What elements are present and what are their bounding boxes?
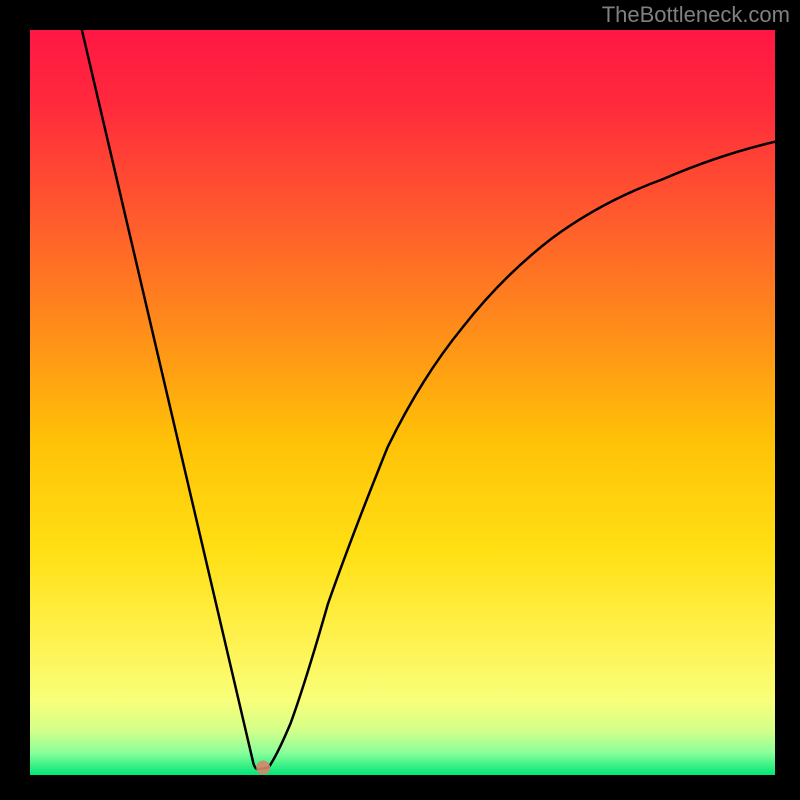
plot-area <box>30 30 775 775</box>
chart-svg <box>30 30 775 775</box>
watermark-text: TheBottleneck.com <box>602 2 790 28</box>
chart-frame: TheBottleneck.com <box>0 0 800 800</box>
gradient-background <box>30 30 775 775</box>
optimal-point-marker <box>256 761 270 775</box>
